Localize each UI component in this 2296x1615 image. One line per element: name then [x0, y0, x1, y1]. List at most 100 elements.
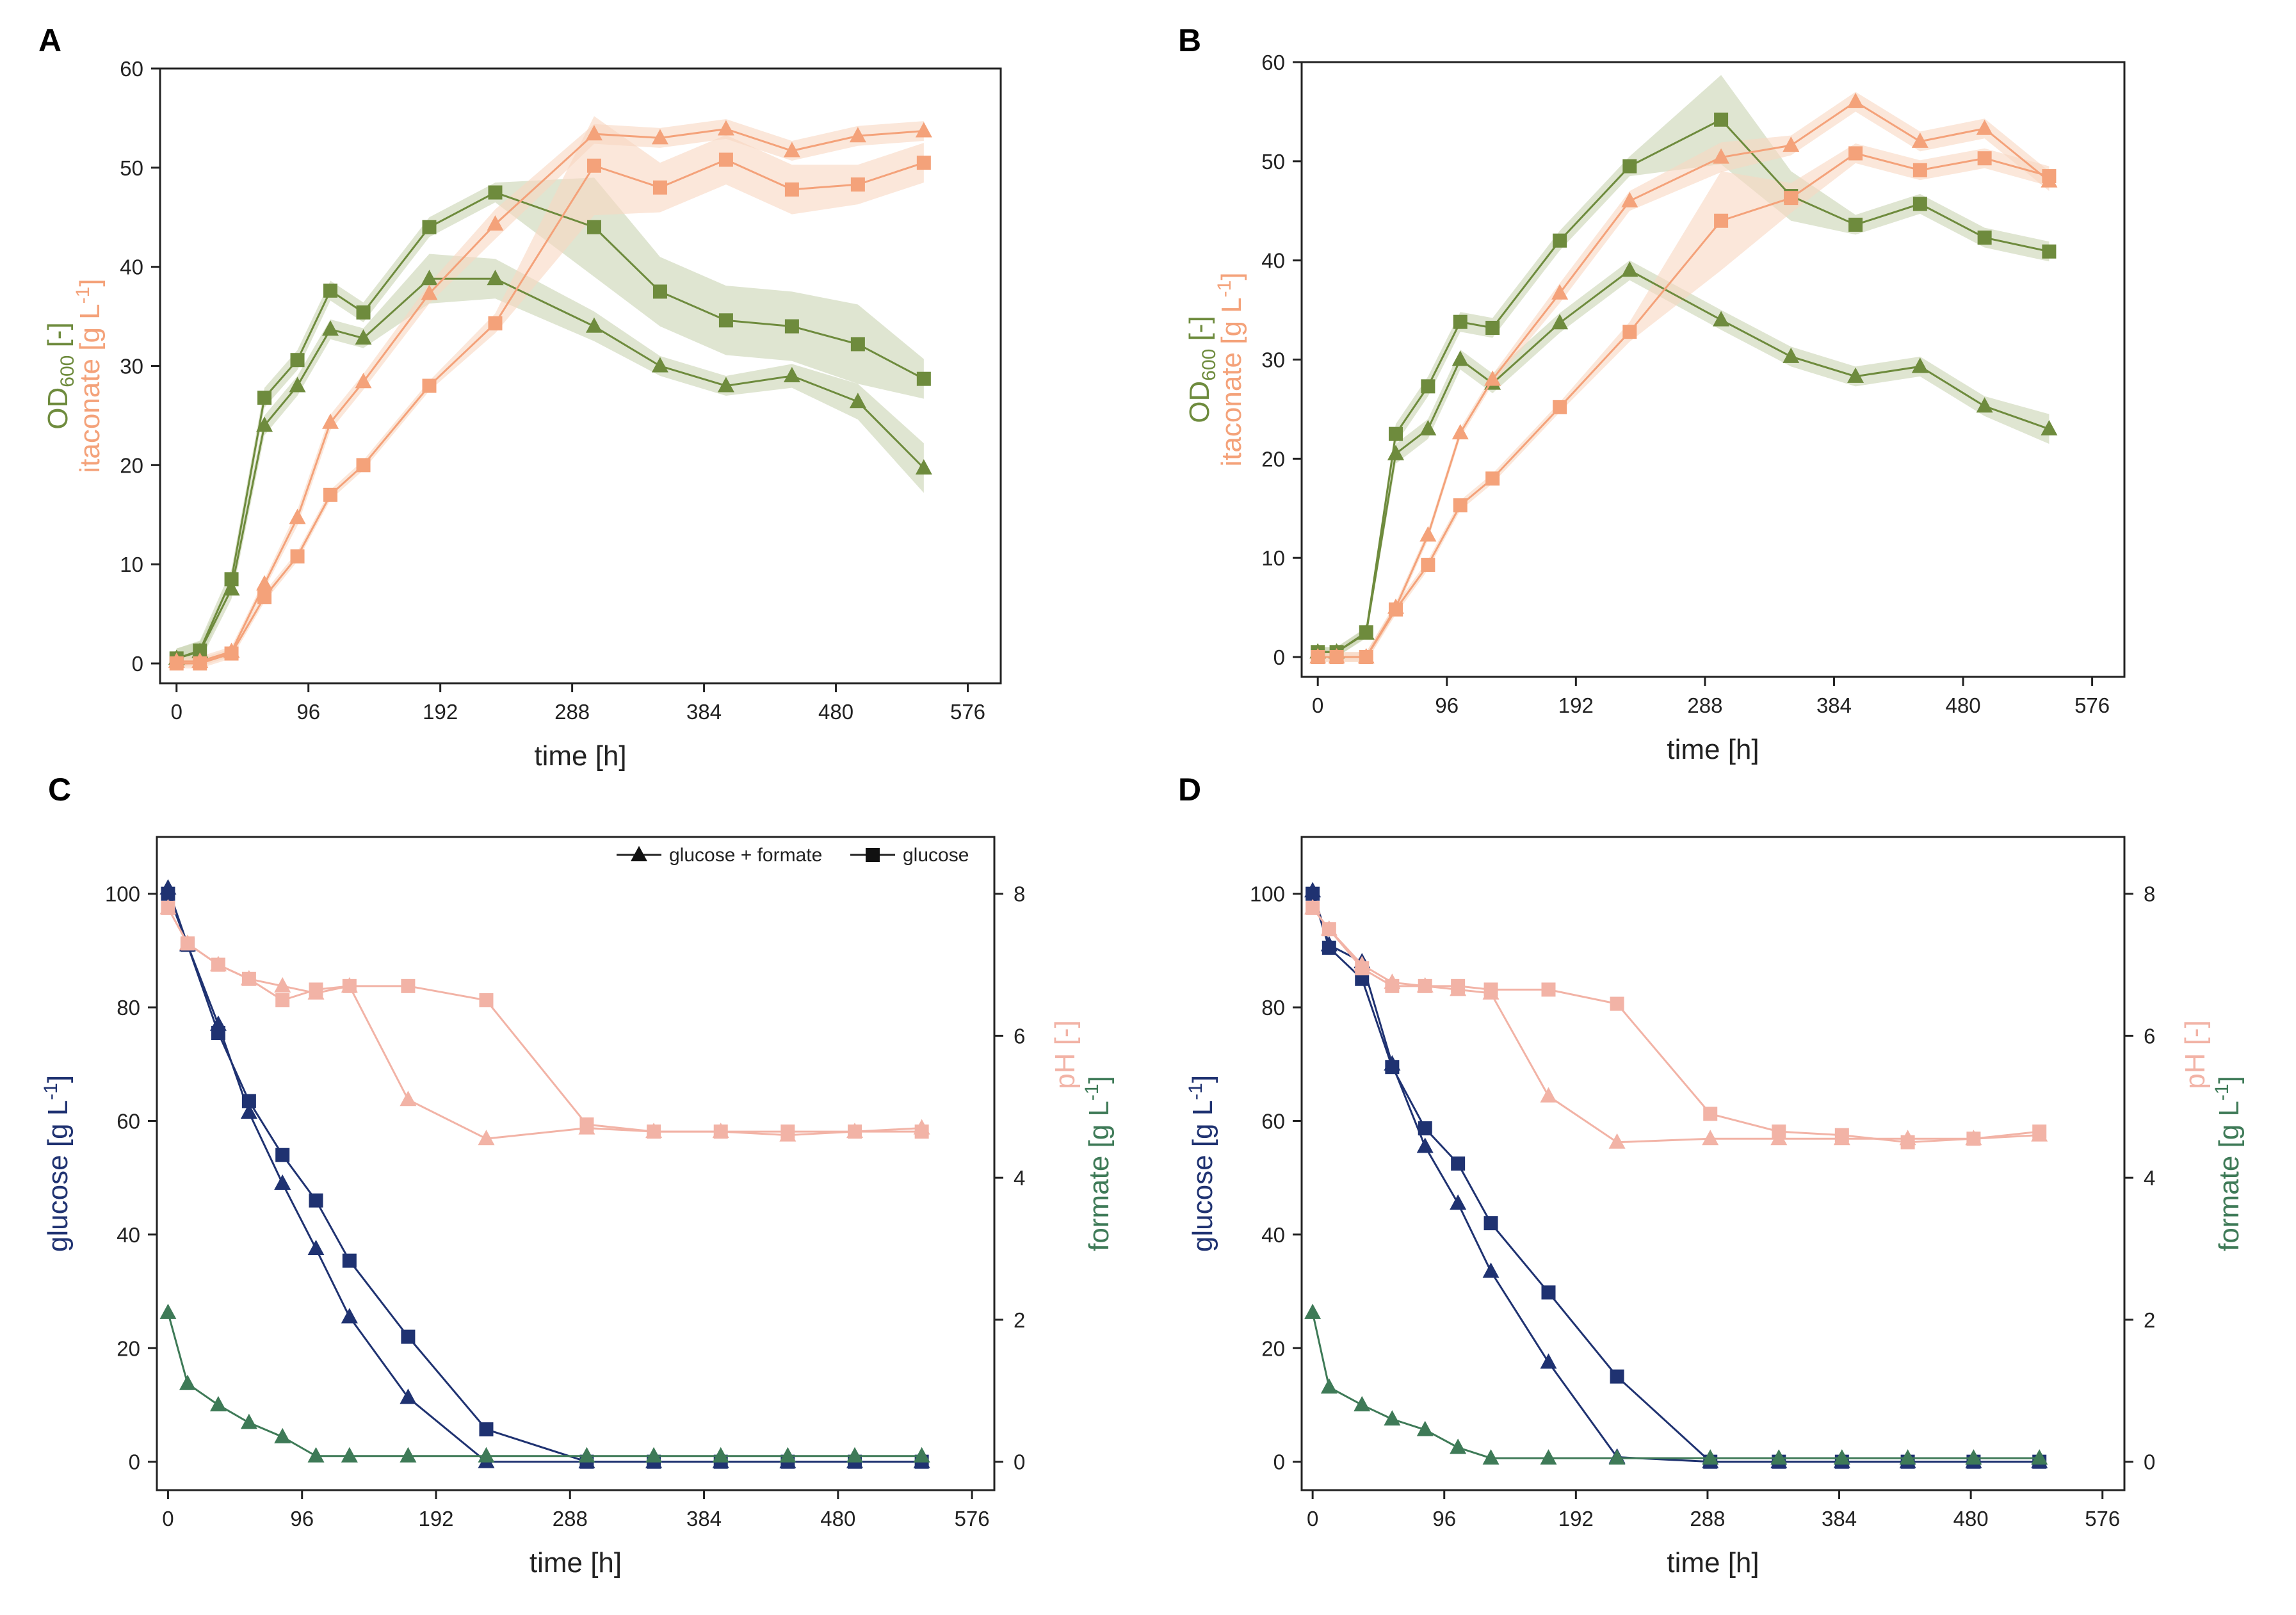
panel-c-y2tick-label: 8 [1014, 882, 1025, 906]
panel-a-series-0-point [487, 270, 504, 286]
panel-b-series-3-point [1359, 650, 1373, 665]
panel-a-ytick-label: 50 [120, 156, 143, 180]
panel-b-series-0-point [1976, 397, 1993, 413]
panel-a-series-3-point [718, 152, 733, 167]
panel-d-series-3-point [1703, 1107, 1718, 1121]
panel-c-ytick-label: 80 [117, 996, 140, 1019]
panel-d-series-4-point [1899, 1449, 1916, 1465]
panel-c-y-axis-title-glucose: glucose [g L-1] [40, 1075, 74, 1252]
panel-a-series-0-point [849, 393, 866, 409]
panel-d-series-1-point [1541, 1285, 1556, 1300]
panel-c-series-3-point [309, 982, 323, 997]
panel-b-series-3-point [1784, 191, 1799, 206]
panel-d-ytick-label: 60 [1261, 1109, 1285, 1133]
panel-b-series-1-point [1421, 379, 1435, 394]
panel-c-y2-axis-title-ph: pH [-] [1049, 1020, 1081, 1089]
panel-d-series-line-4 [1311, 1312, 2040, 1459]
panel-c-series-4-point [779, 1447, 796, 1463]
panel-b-xtick-label: 192 [1558, 694, 1594, 717]
panel-d-x-axis-title: time [h] [1667, 1547, 1759, 1578]
panel-d-series-line-0 [1311, 890, 2040, 1463]
panel-a-series-1-point [784, 319, 799, 334]
panel-d-series-0-point [1416, 1137, 1434, 1153]
panel-a-band-3 [176, 116, 924, 669]
panel-b-xtick-label: 0 [1312, 694, 1323, 717]
panel-b-series-0-point [1551, 314, 1569, 330]
panel-d-series-4-point [1304, 1303, 1322, 1319]
panel-b-letter: B [1178, 22, 1201, 58]
panel-a-series-0-point [355, 329, 372, 345]
panel-b-series-0-point [1713, 311, 1730, 327]
panel-d-series-3-point [1306, 900, 1320, 915]
panel-b-series-1-point [2042, 244, 2057, 259]
panel-a-series-0-point [717, 377, 734, 393]
panel-b-series-3-point [1553, 400, 1567, 414]
panel-c-xtick-label: 192 [418, 1507, 453, 1530]
panel-c-series-1-point [479, 1422, 494, 1437]
panel-a-series-0-point [223, 580, 240, 596]
panel-d-y2tick-label: 8 [2144, 882, 2155, 906]
panel-c-xtick-label: 0 [162, 1507, 174, 1530]
panel-b-series-line-0 [1318, 269, 2049, 653]
panel-b-series-1-point [1622, 159, 1637, 174]
panel-a-letter: A [38, 22, 61, 58]
panel-d-series-3-point [2032, 1124, 2047, 1139]
panel-d-series-4-point [1450, 1438, 1467, 1454]
panel-a-series-1-point [652, 284, 667, 299]
panel-a-series-3-point [586, 158, 601, 173]
panel-b-series-1-point [1359, 625, 1373, 640]
panel-a-series-1-point [488, 185, 503, 200]
panel-a-series-0-point [915, 459, 932, 475]
panel-d-xtick-label: 0 [1307, 1507, 1318, 1530]
panel-a-series-1-point [916, 371, 931, 386]
panel-b-y-axis-title-itaconate: itaconate [g L-1] [1214, 272, 1247, 466]
panel-c-series-4-point [274, 1427, 291, 1443]
panel-d-ytick-label: 80 [1261, 996, 1285, 1019]
panel-b-series-2-point [1484, 370, 1501, 386]
panel-a-series-2-point [289, 508, 306, 524]
panel-c-series-1-point [401, 1329, 416, 1344]
panel-c-series-3-point [647, 1124, 661, 1139]
panel-d-series-3-point [1484, 982, 1498, 997]
panel-c-y2tick-label: 2 [1014, 1308, 1025, 1332]
panel-b-band-0 [1318, 260, 2049, 658]
panel-c-y2tick-label: 0 [1014, 1450, 1025, 1474]
panel-c-ytick-label: 60 [117, 1109, 140, 1133]
panel-d: D 0 96 192 288 384 480 576 0 20 40 60 80 100 0 2 4 6 8 tim… [1178, 772, 2245, 1578]
panel-a-xtick-label: 96 [296, 700, 320, 724]
panel-a-series-3-point [488, 316, 503, 330]
panel-b-series-0-point [1451, 350, 1469, 366]
panel-d-xtick-label: 96 [1432, 1507, 1456, 1530]
panel-c-ytick-label: 40 [117, 1223, 140, 1247]
panel-a-series-2-point [915, 122, 932, 138]
panel-d-series-1-point [1322, 940, 1336, 955]
panel-d-series-4-point [1354, 1395, 1371, 1411]
panel-b-series-2-point [1419, 526, 1437, 542]
panel-b-xtick-label: 288 [1687, 694, 1722, 717]
panel-c-ytick-label: 100 [105, 882, 140, 906]
panel-d-series-4-point [1416, 1420, 1434, 1436]
panel-b-ytick-label: 30 [1261, 348, 1285, 372]
legend-marker-glucose [866, 848, 880, 862]
panel-d-series-2-point [1702, 1130, 1719, 1146]
panel-d-series-line-1 [1311, 893, 2040, 1463]
panel-a-series-0-point [651, 357, 668, 373]
panel-b-ytick-label: 10 [1261, 546, 1285, 570]
panel-b-series-1-point [1848, 217, 1863, 232]
panel-a-ytick-label: 0 [132, 652, 143, 676]
panel-a-xtick-label: 192 [423, 700, 458, 724]
panel-d-y-axis-title-glucose: glucose [g L-1] [1185, 1075, 1218, 1252]
panel-d-series-4-point [1320, 1378, 1338, 1394]
panel-d-series-0-point [1540, 1353, 1557, 1369]
panel-a-plot-frame [159, 67, 1002, 685]
panel-d-letter: D [1178, 772, 1201, 807]
panel-b-xtick-label: 384 [1816, 694, 1852, 717]
panel-c-ytick-label: 0 [129, 1450, 140, 1474]
panel-a-series-0-point [585, 317, 602, 333]
panel-d-y2tick-label: 2 [2144, 1308, 2155, 1332]
panel-b-series-1-point [1912, 197, 1927, 211]
panel-d-series-1-point [1355, 971, 1370, 986]
panel-a-xtick-label: 0 [171, 700, 182, 724]
panel-d-series-1-point [1484, 1216, 1498, 1231]
